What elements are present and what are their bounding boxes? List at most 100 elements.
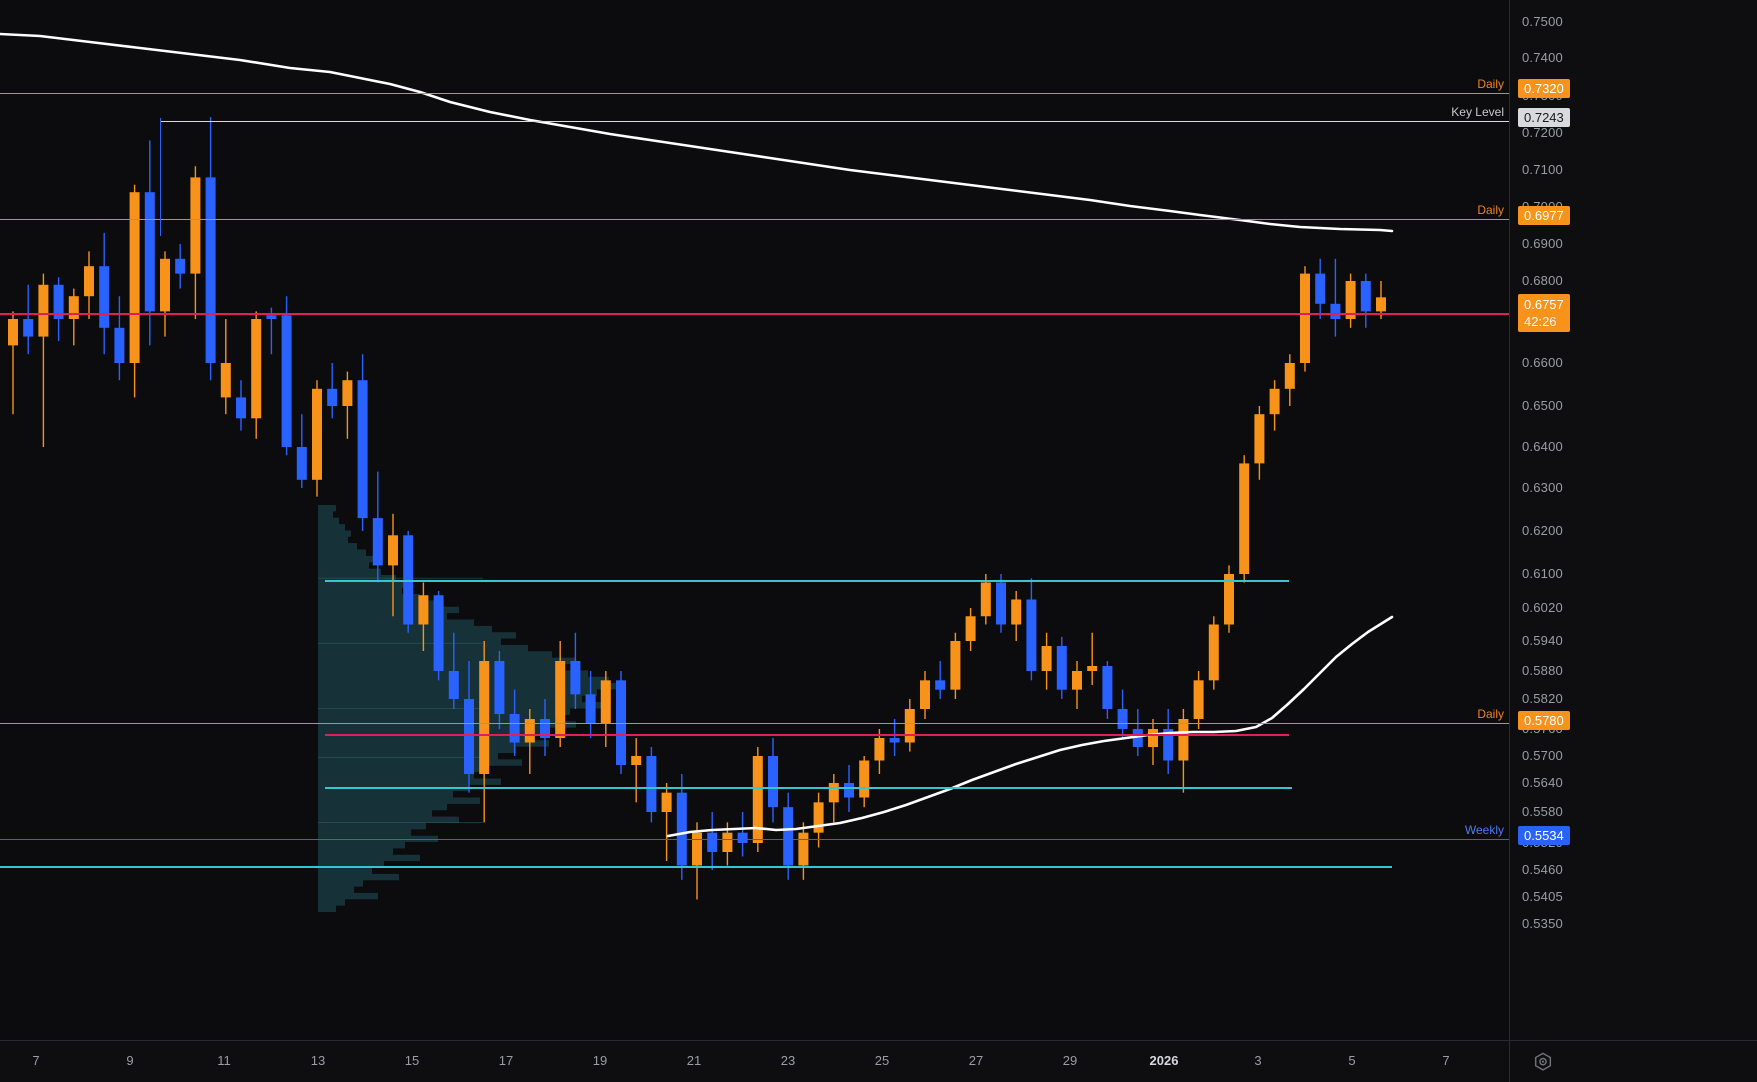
candle-body[interactable] bbox=[53, 284, 64, 319]
candle-body[interactable] bbox=[570, 661, 581, 695]
candle-body[interactable] bbox=[646, 756, 657, 812]
candle-body[interactable] bbox=[859, 760, 870, 798]
level-line-weekly-5534[interactable] bbox=[0, 839, 1509, 840]
candle-body[interactable] bbox=[403, 535, 414, 625]
candle-body[interactable] bbox=[631, 756, 642, 765]
level-line-daily-6977[interactable] bbox=[0, 219, 1509, 220]
candle-body[interactable] bbox=[23, 319, 34, 337]
candle-body[interactable] bbox=[555, 661, 566, 738]
candle-body[interactable] bbox=[540, 719, 550, 738]
candle-body[interactable] bbox=[190, 177, 201, 274]
candle-body[interactable] bbox=[464, 699, 474, 774]
candle-body[interactable] bbox=[935, 680, 946, 690]
candle-body[interactable] bbox=[676, 792, 687, 866]
candle-body[interactable] bbox=[828, 783, 839, 803]
candle-body[interactable] bbox=[1026, 599, 1037, 672]
candle-body[interactable] bbox=[965, 616, 976, 641]
candle-body[interactable] bbox=[433, 595, 444, 671]
level-line-pink-6757[interactable] bbox=[0, 313, 1509, 315]
candle-body[interactable] bbox=[220, 363, 231, 398]
candle-body[interactable] bbox=[980, 582, 991, 617]
candle-body[interactable] bbox=[920, 680, 930, 709]
time-axis[interactable]: 7 9 11 13 15 17 19 21 23 25 27 29 2026 3 5 7 bbox=[0, 1040, 1509, 1082]
candle-body[interactable] bbox=[236, 397, 246, 419]
candle-body[interactable] bbox=[1330, 303, 1341, 319]
daily-mid-pill[interactable]: 0.6977 bbox=[1518, 206, 1570, 225]
level-line-cyan-5640[interactable] bbox=[325, 787, 1292, 789]
candle-body[interactable] bbox=[114, 327, 125, 363]
candle-body[interactable] bbox=[327, 388, 338, 406]
candle-body[interactable] bbox=[1254, 414, 1265, 464]
candle-body[interactable] bbox=[768, 756, 778, 808]
candle-body[interactable] bbox=[1300, 273, 1310, 363]
candle-body[interactable] bbox=[1376, 297, 1386, 312]
level-line-key-level-7243[interactable] bbox=[160, 121, 1509, 122]
candle-body[interactable] bbox=[1284, 363, 1295, 389]
candle-body[interactable] bbox=[251, 319, 262, 419]
candle-body[interactable] bbox=[418, 595, 429, 625]
candle-body[interactable] bbox=[1345, 281, 1356, 319]
candle-body[interactable] bbox=[1087, 666, 1098, 671]
key-level-pill[interactable]: 0.7243 bbox=[1518, 108, 1570, 127]
candle-body[interactable] bbox=[707, 832, 718, 852]
level-line-daily-732[interactable] bbox=[0, 93, 1509, 94]
candle-body[interactable] bbox=[266, 315, 277, 319]
candle-body[interactable] bbox=[950, 641, 961, 690]
candle-body[interactable] bbox=[616, 680, 626, 765]
candle-body[interactable] bbox=[205, 177, 216, 363]
candle-body[interactable] bbox=[996, 582, 1006, 625]
candle-body[interactable] bbox=[342, 380, 353, 406]
candle-body[interactable] bbox=[1178, 719, 1189, 761]
candle-body[interactable] bbox=[1072, 671, 1082, 690]
candle-body[interactable] bbox=[783, 807, 794, 866]
candle-body[interactable] bbox=[889, 738, 900, 743]
candle-body[interactable] bbox=[1224, 574, 1234, 625]
candle-body[interactable] bbox=[1239, 463, 1250, 574]
candle-body[interactable] bbox=[84, 266, 94, 297]
daily-low-pill[interactable]: 0.5780 bbox=[1518, 711, 1570, 730]
candle-body[interactable] bbox=[722, 832, 733, 852]
candle-body[interactable] bbox=[160, 258, 170, 312]
candle-body[interactable] bbox=[281, 315, 292, 447]
candle-body[interactable] bbox=[1208, 624, 1219, 681]
candle-body[interactable] bbox=[1011, 599, 1022, 625]
candle-body[interactable] bbox=[1117, 709, 1128, 729]
candle-body[interactable] bbox=[1269, 388, 1280, 415]
last-price-pill[interactable]: 0.6757 42:26 bbox=[1518, 294, 1570, 332]
candle-body[interactable] bbox=[494, 661, 505, 714]
candle-body[interactable] bbox=[296, 447, 307, 480]
candle-body[interactable] bbox=[68, 296, 79, 319]
candle-body[interactable] bbox=[1102, 666, 1113, 709]
price-axis[interactable]: 0.75000.74000.73000.72000.71000.70000.69… bbox=[1509, 0, 1757, 1040]
candle-body[interactable] bbox=[1132, 729, 1143, 747]
level-line-pink-5750[interactable] bbox=[325, 734, 1289, 736]
candle-body[interactable] bbox=[813, 802, 824, 833]
axis-corner[interactable] bbox=[1509, 1040, 1757, 1082]
candle-body[interactable] bbox=[661, 792, 672, 812]
candle-body[interactable] bbox=[1315, 273, 1326, 304]
candle-body[interactable] bbox=[1041, 646, 1052, 671]
candle-body[interactable] bbox=[312, 388, 322, 480]
candle-body[interactable] bbox=[372, 518, 383, 566]
daily-high-pill[interactable]: 0.7320 bbox=[1518, 79, 1570, 98]
level-line-cyan-6100[interactable] bbox=[325, 580, 1289, 582]
candle-body[interactable] bbox=[129, 192, 140, 363]
level-line-daily-5780[interactable] bbox=[0, 723, 1509, 724]
candle-body[interactable] bbox=[38, 284, 49, 337]
candle-body[interactable] bbox=[692, 832, 702, 866]
candle-body[interactable] bbox=[1056, 646, 1067, 690]
candle-body[interactable] bbox=[448, 671, 459, 699]
candle-body[interactable] bbox=[144, 192, 155, 312]
candle-body[interactable] bbox=[737, 832, 748, 843]
weekly-pill[interactable]: 0.5534 bbox=[1518, 826, 1570, 845]
candle-body[interactable] bbox=[388, 535, 398, 566]
candle-body[interactable] bbox=[844, 783, 854, 798]
candle-body[interactable] bbox=[600, 680, 611, 724]
candle-body[interactable] bbox=[752, 756, 763, 843]
candle-body[interactable] bbox=[585, 694, 596, 724]
level-line-cyan-5470[interactable] bbox=[0, 866, 1392, 868]
candle-body[interactable] bbox=[904, 709, 915, 743]
candle-body[interactable] bbox=[524, 719, 535, 743]
candle-body[interactable] bbox=[175, 258, 186, 274]
